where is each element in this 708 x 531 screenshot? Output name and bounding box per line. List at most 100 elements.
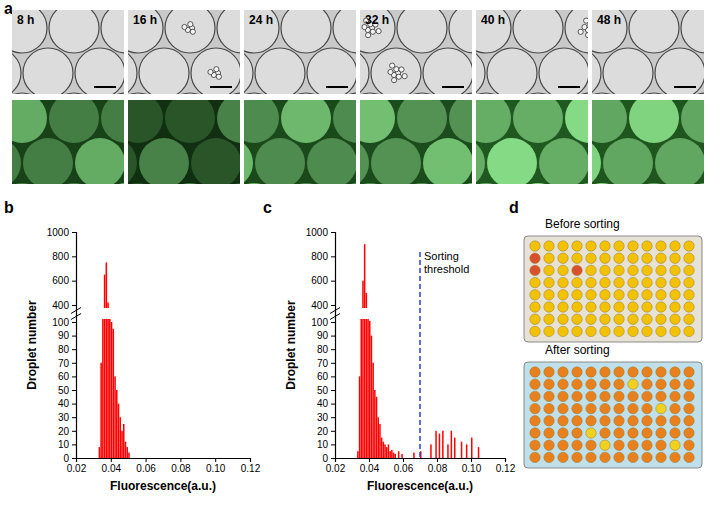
well xyxy=(544,379,554,389)
well xyxy=(558,265,568,275)
well xyxy=(544,265,554,275)
well xyxy=(558,452,568,462)
cell xyxy=(585,33,588,38)
tick: 1000 xyxy=(47,227,76,238)
tick-label: 50 xyxy=(317,385,329,396)
droplet xyxy=(244,10,279,53)
well xyxy=(642,367,652,377)
well xyxy=(530,416,540,426)
well xyxy=(684,391,694,401)
droplet xyxy=(397,183,447,184)
droplet xyxy=(397,100,447,143)
well xyxy=(656,290,666,300)
tick-label: 90 xyxy=(317,330,329,341)
well xyxy=(558,367,568,377)
well xyxy=(586,265,596,275)
well xyxy=(586,416,596,426)
well xyxy=(642,302,652,312)
tick-mark xyxy=(331,363,335,364)
droplet xyxy=(592,138,601,184)
droplet xyxy=(333,183,356,184)
time-label: 48 h xyxy=(597,13,621,27)
histogram-bar xyxy=(126,447,128,458)
well xyxy=(614,403,624,413)
well xyxy=(572,428,582,438)
droplet xyxy=(281,100,331,143)
brightfield-image xyxy=(12,10,124,94)
well xyxy=(572,314,582,324)
tick: 0.04 xyxy=(102,458,122,474)
well xyxy=(558,314,568,324)
time-label: 40 h xyxy=(481,13,505,27)
cell xyxy=(190,29,195,34)
well xyxy=(684,403,694,413)
well xyxy=(572,403,582,413)
well xyxy=(600,326,610,336)
droplet xyxy=(681,10,704,53)
tick: 0.10 xyxy=(206,458,226,474)
droplet xyxy=(629,183,679,184)
tick-mark xyxy=(72,417,76,418)
droplet xyxy=(244,100,279,143)
tick-label: 0.04 xyxy=(360,463,380,474)
tick-label: 400 xyxy=(52,300,69,311)
well xyxy=(670,367,680,377)
droplet xyxy=(371,48,421,94)
droplet xyxy=(513,183,563,184)
histogram-bar xyxy=(383,442,385,458)
axis-line xyxy=(336,459,506,463)
well xyxy=(600,277,610,287)
tick: 800 xyxy=(311,251,335,262)
well xyxy=(684,277,694,287)
well xyxy=(600,314,610,324)
tick-mark xyxy=(331,256,335,257)
well xyxy=(600,241,610,251)
axis-break-mark xyxy=(71,314,81,320)
well xyxy=(586,302,596,312)
droplet xyxy=(281,10,331,53)
fluorescence-image xyxy=(592,100,704,184)
histogram-bar xyxy=(376,397,378,458)
tick-mark xyxy=(72,305,76,306)
well xyxy=(544,241,554,251)
tick-mark xyxy=(111,458,112,462)
well xyxy=(600,253,610,263)
y-axis-title: Droplet number xyxy=(25,300,39,390)
well xyxy=(614,302,624,312)
brightfield-image xyxy=(360,10,472,94)
panel-label: c xyxy=(263,199,272,216)
well xyxy=(600,379,610,389)
well xyxy=(642,290,652,300)
tick-label: 50 xyxy=(58,385,70,396)
well xyxy=(670,290,680,300)
droplet xyxy=(423,138,472,184)
droplet xyxy=(128,10,163,53)
well xyxy=(530,314,540,324)
well xyxy=(628,253,638,263)
well xyxy=(530,302,540,312)
well xyxy=(544,290,554,300)
well xyxy=(628,416,638,426)
well xyxy=(572,367,582,377)
well xyxy=(656,452,666,462)
droplet xyxy=(592,10,627,53)
well xyxy=(572,379,582,389)
well xyxy=(656,314,666,324)
histogram-bar xyxy=(111,322,113,458)
well xyxy=(572,416,582,426)
tick-mark xyxy=(331,305,335,306)
well xyxy=(670,452,680,462)
well xyxy=(558,428,568,438)
fluorescence-image xyxy=(360,100,472,184)
cell xyxy=(399,67,404,72)
well xyxy=(670,428,680,438)
well xyxy=(656,440,666,450)
droplet xyxy=(217,100,240,143)
well xyxy=(600,440,610,450)
droplet xyxy=(592,100,627,143)
histogram-bar xyxy=(113,329,115,458)
well xyxy=(656,265,666,275)
well xyxy=(600,416,610,426)
well xyxy=(684,314,694,324)
histogram-bar xyxy=(369,321,371,458)
